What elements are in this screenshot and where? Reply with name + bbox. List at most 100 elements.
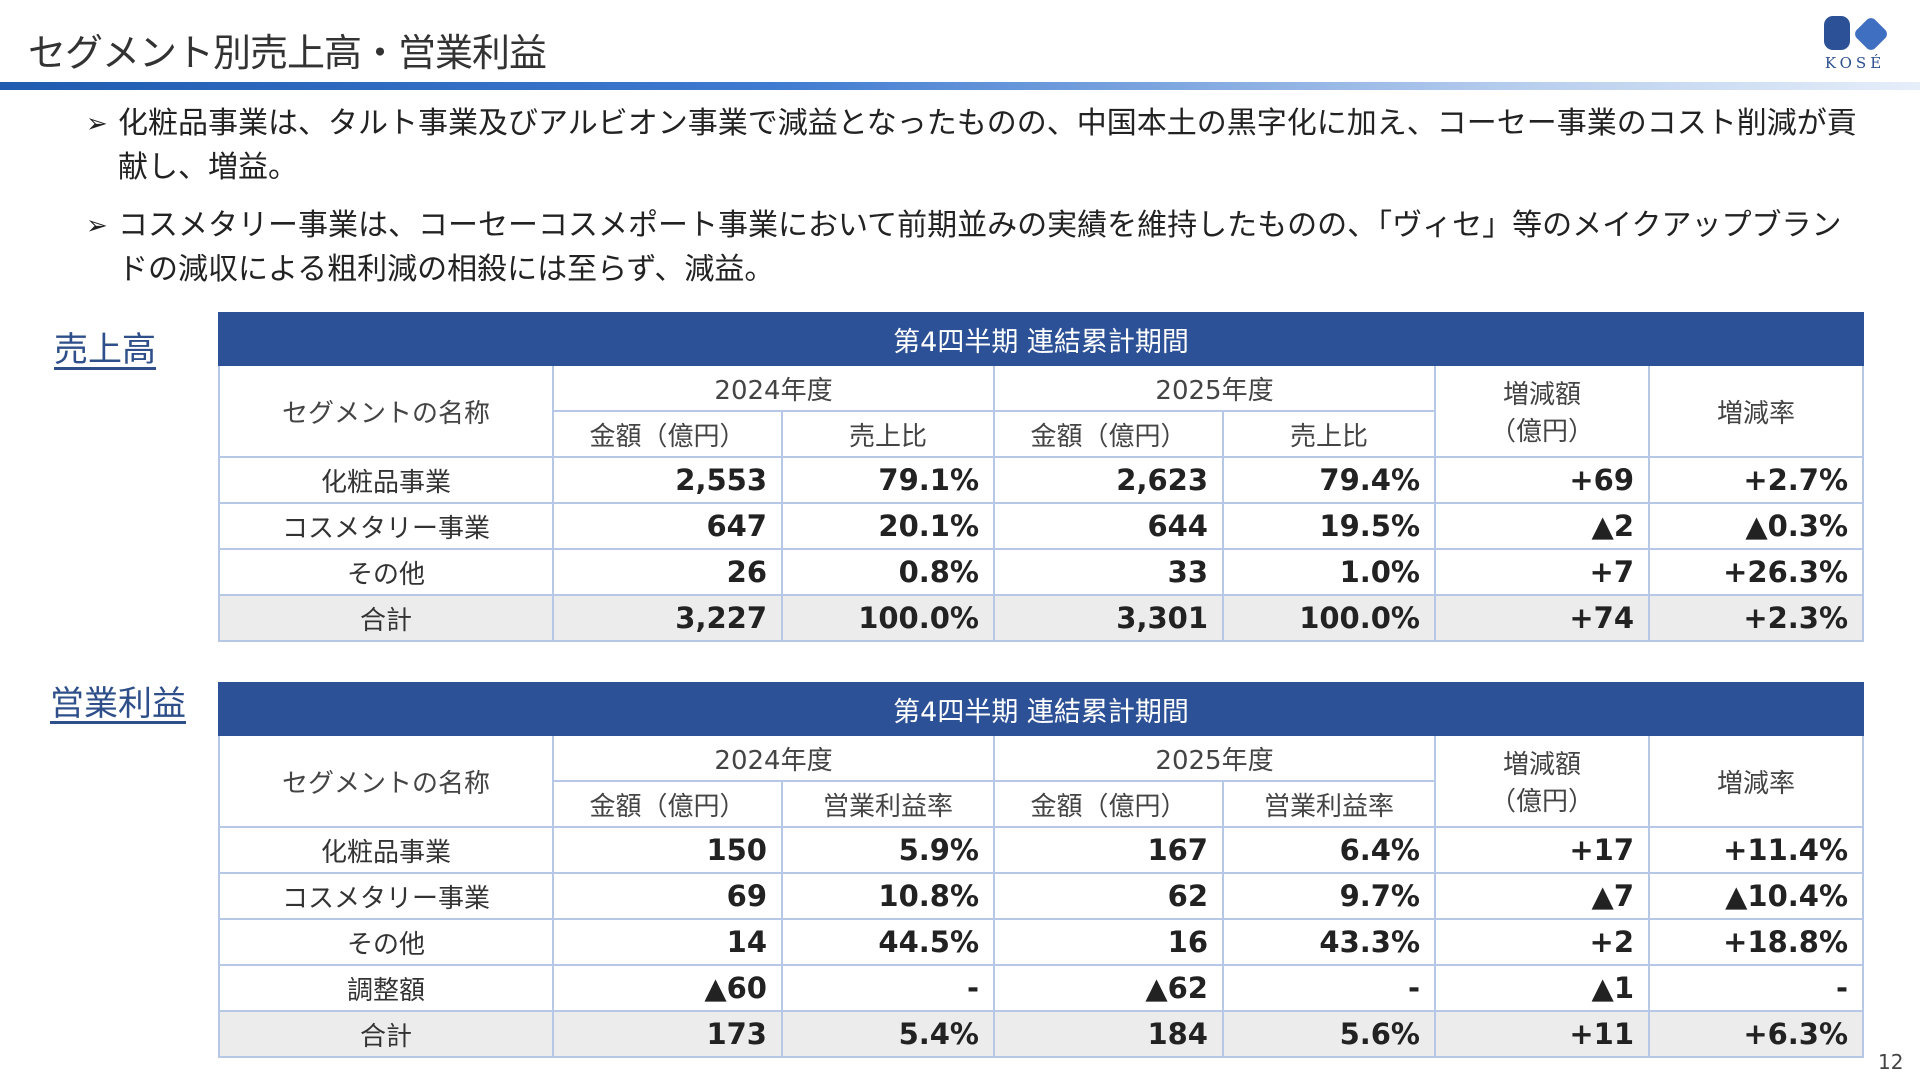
rate-cell: +18.8% bbox=[1647, 918, 1865, 966]
ratio-cell: 43.3% bbox=[1222, 918, 1436, 966]
ratio-cell: 100.0% bbox=[1222, 594, 1436, 642]
segment-name: 化粧品事業 bbox=[218, 826, 554, 874]
rate-cell: +2.7% bbox=[1647, 456, 1865, 504]
change-header-unit: （億円） bbox=[1489, 417, 1594, 447]
rate-cell: - bbox=[1647, 964, 1865, 1012]
year-header: 2025年度 bbox=[993, 364, 1436, 412]
change-cell: ▲7 bbox=[1434, 872, 1650, 920]
logo-mark-icon bbox=[1824, 16, 1887, 50]
amount-cell: 3,301 bbox=[993, 594, 1224, 642]
rate-cell: +26.3% bbox=[1647, 548, 1865, 596]
year-header: 2024年度 bbox=[552, 734, 995, 782]
amount-header: 金額（億円） bbox=[993, 780, 1224, 828]
segment-name: コスメタリー事業 bbox=[218, 872, 554, 920]
bullet-text: 化粧品事業は、タルト事業及びアルビオン事業で減益となったものの、中国本土の黒字化… bbox=[118, 106, 1857, 185]
ratio-cell: 44.5% bbox=[781, 918, 995, 966]
change-header: 増減額 （億円） bbox=[1434, 734, 1650, 828]
rate-header: 増減率 bbox=[1647, 364, 1865, 458]
rate-cell: +11.4% bbox=[1647, 826, 1865, 874]
ratio-cell: 5.6% bbox=[1222, 1010, 1436, 1058]
header-rule bbox=[0, 82, 1920, 90]
bullet-item: ➢ 化粧品事業は、タルト事業及びアルビオン事業で減益となったものの、中国本土の黒… bbox=[86, 102, 1866, 190]
amount-header: 金額（億円） bbox=[993, 410, 1224, 458]
change-cell: +11 bbox=[1434, 1010, 1650, 1058]
sales-table: 第4四半期 連結累計期間 セグメントの名称 2024年度 2025年度 増減額 … bbox=[217, 312, 1865, 642]
year-header: 2025年度 bbox=[993, 734, 1436, 782]
change-cell: +7 bbox=[1434, 548, 1650, 596]
ratio-header: 売上比 bbox=[1222, 410, 1436, 458]
bullet-text: コスメタリー事業は、コーセーコスメポート事業において前期並みの実績を維持したもの… bbox=[118, 208, 1842, 287]
change-cell: +17 bbox=[1434, 826, 1650, 874]
change-cell: ▲1 bbox=[1434, 964, 1650, 1012]
table-row: コスメタリー事業 69 10.8% 62 9.7% ▲7 ▲10.4% bbox=[218, 872, 1865, 920]
table-row: 化粧品事業 2,553 79.1% 2,623 79.4% +69 +2.7% bbox=[218, 456, 1865, 504]
table-row: コスメタリー事業 647 20.1% 644 19.5% ▲2 ▲0.3% bbox=[218, 502, 1865, 550]
total-row: 合計 3,227 100.0% 3,301 100.0% +74 +2.3% bbox=[218, 594, 1865, 642]
amount-cell: 16 bbox=[993, 918, 1224, 966]
table-row: 調整額 ▲60 - ▲62 - ▲1 - bbox=[218, 964, 1865, 1012]
ratio-cell: 10.8% bbox=[781, 872, 995, 920]
ratio-cell: 79.1% bbox=[781, 456, 995, 504]
amount-header: 金額（億円） bbox=[552, 780, 783, 828]
segment-name: 調整額 bbox=[218, 964, 554, 1012]
ratio-cell: - bbox=[781, 964, 995, 1012]
ratio-cell: - bbox=[1222, 964, 1436, 1012]
rate-cell: +2.3% bbox=[1647, 594, 1865, 642]
amount-cell: 150 bbox=[552, 826, 783, 874]
segment-name: 合計 bbox=[218, 594, 554, 642]
ratio-cell: 5.4% bbox=[781, 1010, 995, 1058]
amount-cell: 3,227 bbox=[552, 594, 783, 642]
change-header: 増減額 （億円） bbox=[1434, 364, 1650, 458]
ratio-header: 売上比 bbox=[781, 410, 995, 458]
amount-cell: 26 bbox=[552, 548, 783, 596]
amount-cell: 647 bbox=[552, 502, 783, 550]
segment-header: セグメントの名称 bbox=[218, 734, 554, 828]
ratio-cell: 9.7% bbox=[1222, 872, 1436, 920]
sales-section-label: 売上高 bbox=[54, 330, 156, 370]
amount-cell: 62 bbox=[993, 872, 1224, 920]
change-cell: +69 bbox=[1434, 456, 1650, 504]
table-row: その他 26 0.8% 33 1.0% +7 +26.3% bbox=[218, 548, 1865, 596]
bullet-list: ➢ 化粧品事業は、タルト事業及びアルビオン事業で減益となったものの、中国本土の黒… bbox=[86, 102, 1866, 306]
bullet-item: ➢ コスメタリー事業は、コーセーコスメポート事業において前期並みの実績を維持した… bbox=[86, 204, 1866, 292]
segment-name: 化粧品事業 bbox=[218, 456, 554, 504]
ratio-cell: 19.5% bbox=[1222, 502, 1436, 550]
segment-name: コスメタリー事業 bbox=[218, 502, 554, 550]
amount-cell: 184 bbox=[993, 1010, 1224, 1058]
rate-cell: +6.3% bbox=[1647, 1010, 1865, 1058]
rate-cell: ▲0.3% bbox=[1647, 502, 1865, 550]
amount-cell: 69 bbox=[552, 872, 783, 920]
ratio-cell: 5.9% bbox=[781, 826, 995, 874]
ratio-header: 営業利益率 bbox=[1222, 780, 1436, 828]
profit-section-label: 営業利益 bbox=[50, 684, 186, 724]
table-row: その他 14 44.5% 16 43.3% +2 +18.8% bbox=[218, 918, 1865, 966]
ratio-cell: 20.1% bbox=[781, 502, 995, 550]
change-cell: ▲2 bbox=[1434, 502, 1650, 550]
change-header-line: 増減額 bbox=[1502, 380, 1581, 410]
ratio-cell: 79.4% bbox=[1222, 456, 1436, 504]
total-row: 合計 173 5.4% 184 5.6% +11 +6.3% bbox=[218, 1010, 1865, 1058]
change-header-line: 増減額 bbox=[1502, 750, 1581, 780]
ratio-cell: 1.0% bbox=[1222, 548, 1436, 596]
amount-cell: 644 bbox=[993, 502, 1224, 550]
arrow-bullet-icon: ➢ bbox=[86, 109, 108, 139]
amount-cell: 2,623 bbox=[993, 456, 1224, 504]
ratio-cell: 0.8% bbox=[781, 548, 995, 596]
segment-name: 合計 bbox=[218, 1010, 554, 1058]
change-header-unit: （億円） bbox=[1489, 787, 1594, 817]
year-header: 2024年度 bbox=[552, 364, 995, 412]
ratio-cell: 6.4% bbox=[1222, 826, 1436, 874]
table-banner: 第4四半期 連結累計期間 bbox=[217, 682, 1865, 736]
ratio-header: 営業利益率 bbox=[781, 780, 995, 828]
amount-cell: 167 bbox=[993, 826, 1224, 874]
logo-wordmark: KOSÉ bbox=[1824, 54, 1886, 72]
table-row: 化粧品事業 150 5.9% 167 6.4% +17 +11.4% bbox=[218, 826, 1865, 874]
amount-cell: ▲60 bbox=[552, 964, 783, 1012]
change-cell: +2 bbox=[1434, 918, 1650, 966]
table-banner: 第4四半期 連結累計期間 bbox=[217, 312, 1865, 366]
amount-cell: 2,553 bbox=[552, 456, 783, 504]
amount-cell: 14 bbox=[552, 918, 783, 966]
rate-cell: ▲10.4% bbox=[1647, 872, 1865, 920]
rate-header: 増減率 bbox=[1647, 734, 1865, 828]
amount-cell: 173 bbox=[552, 1010, 783, 1058]
